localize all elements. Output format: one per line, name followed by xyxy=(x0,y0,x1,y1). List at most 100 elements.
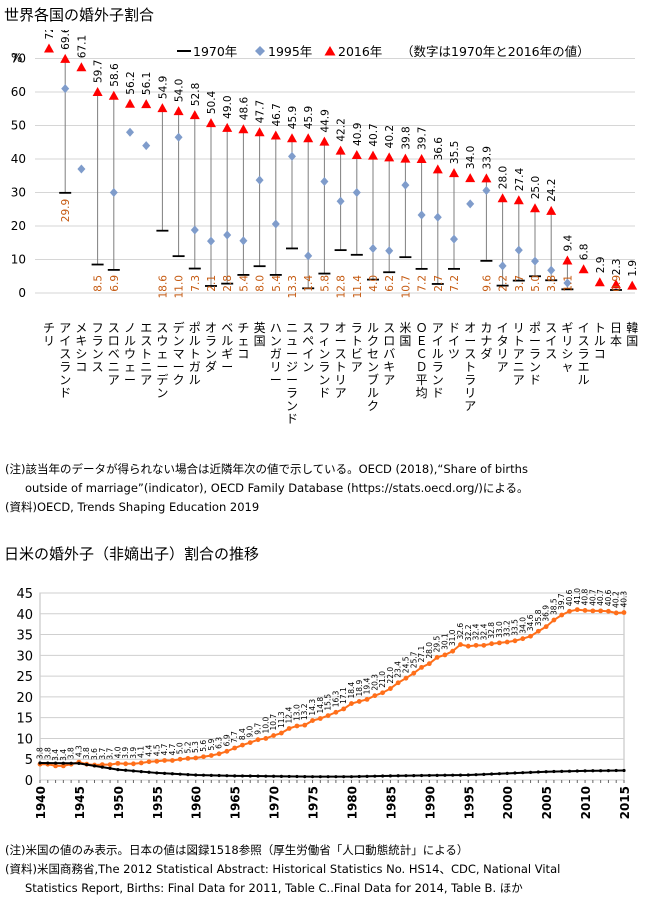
chart2-japan-point xyxy=(170,772,174,776)
chart2-us-label: 40.3 xyxy=(620,591,629,608)
chart2-us-label: 14.8 xyxy=(316,697,325,714)
chart1-2016-point xyxy=(351,149,362,159)
chart2-us-point xyxy=(621,610,627,615)
chart2-x-tick-label: 1940 xyxy=(34,786,48,819)
chart2-us-label: 40.6 xyxy=(604,589,613,606)
chart1-category-label: 米国 xyxy=(399,321,411,348)
chart2-japan-point xyxy=(85,763,89,767)
chart2-us-label: 13.2 xyxy=(300,703,309,720)
chart1-2016-point xyxy=(189,110,200,120)
chart1-1995-point xyxy=(547,265,556,275)
chart1-2016-label: 59.7 xyxy=(93,60,105,83)
chart2-us-point xyxy=(247,740,253,745)
chart2-us-label: 4.5 xyxy=(152,744,161,756)
chart1-1970-label: 3.8 xyxy=(546,275,558,292)
chart1-2016-point xyxy=(92,87,103,97)
chart2-japan-point xyxy=(513,771,517,775)
chart2-japan-point xyxy=(544,770,548,774)
chart1-1970-label: 9.6 xyxy=(481,275,493,292)
chart1-category-label: ルクセンブルク xyxy=(367,321,379,413)
chart2-us-label: 15.5 xyxy=(324,694,333,711)
chart2-x-tick-label: 2010 xyxy=(579,786,593,819)
chart2-japan-point xyxy=(217,773,221,778)
chart1-1970-label: 13.3 xyxy=(287,275,299,298)
chart2-x-tick-label: 1975 xyxy=(307,786,321,819)
chart2-japan-point xyxy=(155,771,159,775)
chart2-us-point xyxy=(208,753,214,758)
chart2-us-label: 11.3 xyxy=(277,711,286,728)
chart1-2016-label: 52.8 xyxy=(190,83,202,106)
chart1-2016-point xyxy=(546,205,557,215)
chart1-1970-label: 11.4 xyxy=(352,275,364,299)
chart2-us-label: 23.4 xyxy=(394,661,403,678)
chart2-us-label: 14.3 xyxy=(308,699,317,716)
chart1-1995-point xyxy=(385,246,394,256)
chart1-2016-point xyxy=(254,127,265,137)
chart1-1995-point xyxy=(109,188,118,197)
chart1-2016-point xyxy=(594,277,605,287)
chart1-1995-point xyxy=(223,230,232,240)
chart1-2016-label: 72.7 xyxy=(44,30,56,39)
chart2-japan-point xyxy=(451,773,455,777)
chart1-2016-label: 2.9 xyxy=(595,257,607,274)
chart2-grid: 0 5 10 15 20 25 30 35 40 45 1940 1945 1950 1955 1960 19… xyxy=(16,587,632,819)
chart2-japan-point xyxy=(497,772,502,776)
chart2-us-label: 27.1 xyxy=(417,645,426,662)
chart2-japan-point xyxy=(435,773,439,777)
chart2-japan-point xyxy=(139,770,143,774)
chart2-y-tick-label: 30 xyxy=(16,649,33,664)
chart1-1995-point xyxy=(482,185,491,195)
chart2-x-tick-label: 2015 xyxy=(618,786,632,819)
chart1-1970-label: 11.0 xyxy=(174,275,186,298)
chart1-2016-point xyxy=(141,99,152,109)
chart1-2016-label: 9.4 xyxy=(562,234,574,251)
chart2-us-point xyxy=(598,608,604,614)
chart2-japan-point xyxy=(310,775,315,779)
chart2-us-point xyxy=(450,648,456,654)
chart2-us-label: 5.2 xyxy=(183,741,192,753)
chart1-y-tick-label: 70 xyxy=(11,52,26,66)
chart2-japan-point xyxy=(279,774,283,778)
chart2-japan-point xyxy=(521,771,525,775)
chart2-japan-point xyxy=(116,768,120,772)
legend-2016-label: 2016年 xyxy=(338,44,382,59)
chart2-us-label: 12.4 xyxy=(285,707,294,724)
chart2-japan-point xyxy=(318,775,322,779)
chart2-japan-point xyxy=(396,774,400,778)
chart1-category-label: スイス xyxy=(545,321,557,361)
chart1-2016-label: 45.9 xyxy=(303,106,315,129)
chart1-1995-point xyxy=(271,219,280,229)
chart2-japan-point xyxy=(443,773,447,777)
chart2-svg: 0 5 10 15 20 25 30 35 40 45 1940 1945 1950 1955 1960 19… xyxy=(16,587,632,819)
chart1-1995-point xyxy=(417,210,426,220)
chart2-japan-point xyxy=(458,773,463,777)
chart2-us-label: 16.3 xyxy=(331,690,340,707)
chart2-japan-point xyxy=(388,774,392,778)
chart2-us-point xyxy=(302,722,308,728)
chart1-1995-point xyxy=(207,236,215,246)
chart1-category-label: アイスランド xyxy=(59,321,71,400)
chart1-1970-label: 4.0 xyxy=(368,275,380,292)
chart1-category-label: 韓国 xyxy=(626,321,638,348)
chart2-us-label: 4.0 xyxy=(113,746,122,758)
chart2-us-point xyxy=(512,638,518,644)
chart2-japan-point xyxy=(303,774,307,779)
chart2-us-point xyxy=(458,642,463,647)
chart1-2016-label: 67.1 xyxy=(76,35,88,58)
chart1-y-tick-label: 30 xyxy=(11,186,26,200)
chart1-1995-point xyxy=(563,278,572,288)
chart2-us-point xyxy=(411,670,417,676)
chart2-japan-point xyxy=(61,761,65,765)
chart2-us-label: 40.8 xyxy=(581,589,590,606)
chart2-japan-point xyxy=(248,774,252,778)
chart1-category-label: チリ xyxy=(43,321,55,348)
chart2-us-point xyxy=(520,636,526,642)
chart2-us-point xyxy=(162,758,167,763)
chart2-japan-point xyxy=(287,774,291,779)
note2-line2: (資料)米国商務省,The 2012 Statistical Abstract:… xyxy=(5,862,561,876)
chart2-us-label: 3.8 xyxy=(36,747,45,759)
chart2-japan-point xyxy=(209,773,213,777)
chart2-us-point xyxy=(193,755,199,761)
chart2-us-label: 39.7 xyxy=(557,593,566,610)
chart2-y-tick-label: 45 xyxy=(16,587,33,602)
